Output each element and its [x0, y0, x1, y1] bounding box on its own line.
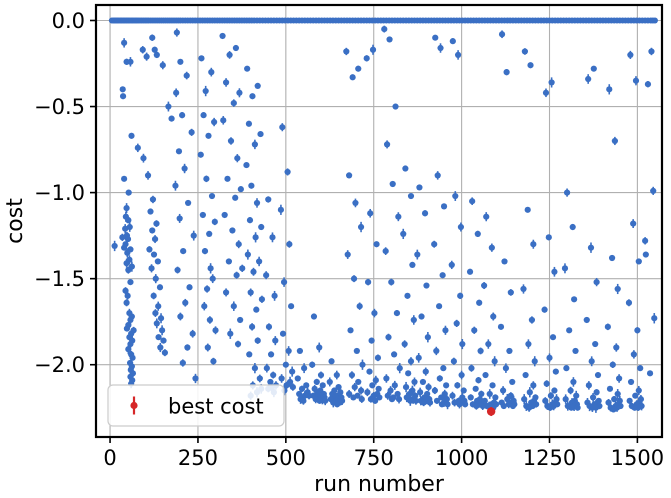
y-tick-labels: 0.0 −0.5 −1.0 −1.5 −2.0	[34, 9, 85, 377]
x-tick-label: 1500	[611, 446, 664, 470]
series-best-cost	[486, 407, 496, 416]
y-tick-label: 0.0	[52, 9, 85, 33]
axes-spines	[94, 3, 664, 439]
data-points	[108, 17, 658, 417]
x-tick-label: 500	[266, 446, 306, 470]
y-tick-label: −0.5	[34, 95, 85, 119]
legend-marker-icon	[130, 401, 138, 410]
y-tick-label: −2.0	[34, 353, 85, 377]
series-run-cost	[108, 17, 658, 413]
legend[interactable]: best cost	[107, 384, 285, 427]
x-tick-label: 750	[354, 446, 394, 470]
x-tick-label: 0	[103, 446, 116, 470]
y-tick-label: −1.5	[34, 267, 85, 291]
x-tick-label: 1250	[523, 446, 576, 470]
axis-ticks	[90, 19, 639, 443]
legend-label: best cost	[168, 395, 264, 419]
y-tick-label: −1.0	[34, 181, 85, 205]
legend-box[interactable]	[107, 384, 285, 427]
x-tick-label: 1000	[435, 446, 488, 470]
x-tick-labels: 0 250 500 750 1000 1250 1500	[103, 446, 664, 470]
y-axis-label: cost	[3, 198, 28, 244]
x-axis-label: run number	[314, 472, 445, 497]
x-tick-label: 250	[178, 446, 218, 470]
